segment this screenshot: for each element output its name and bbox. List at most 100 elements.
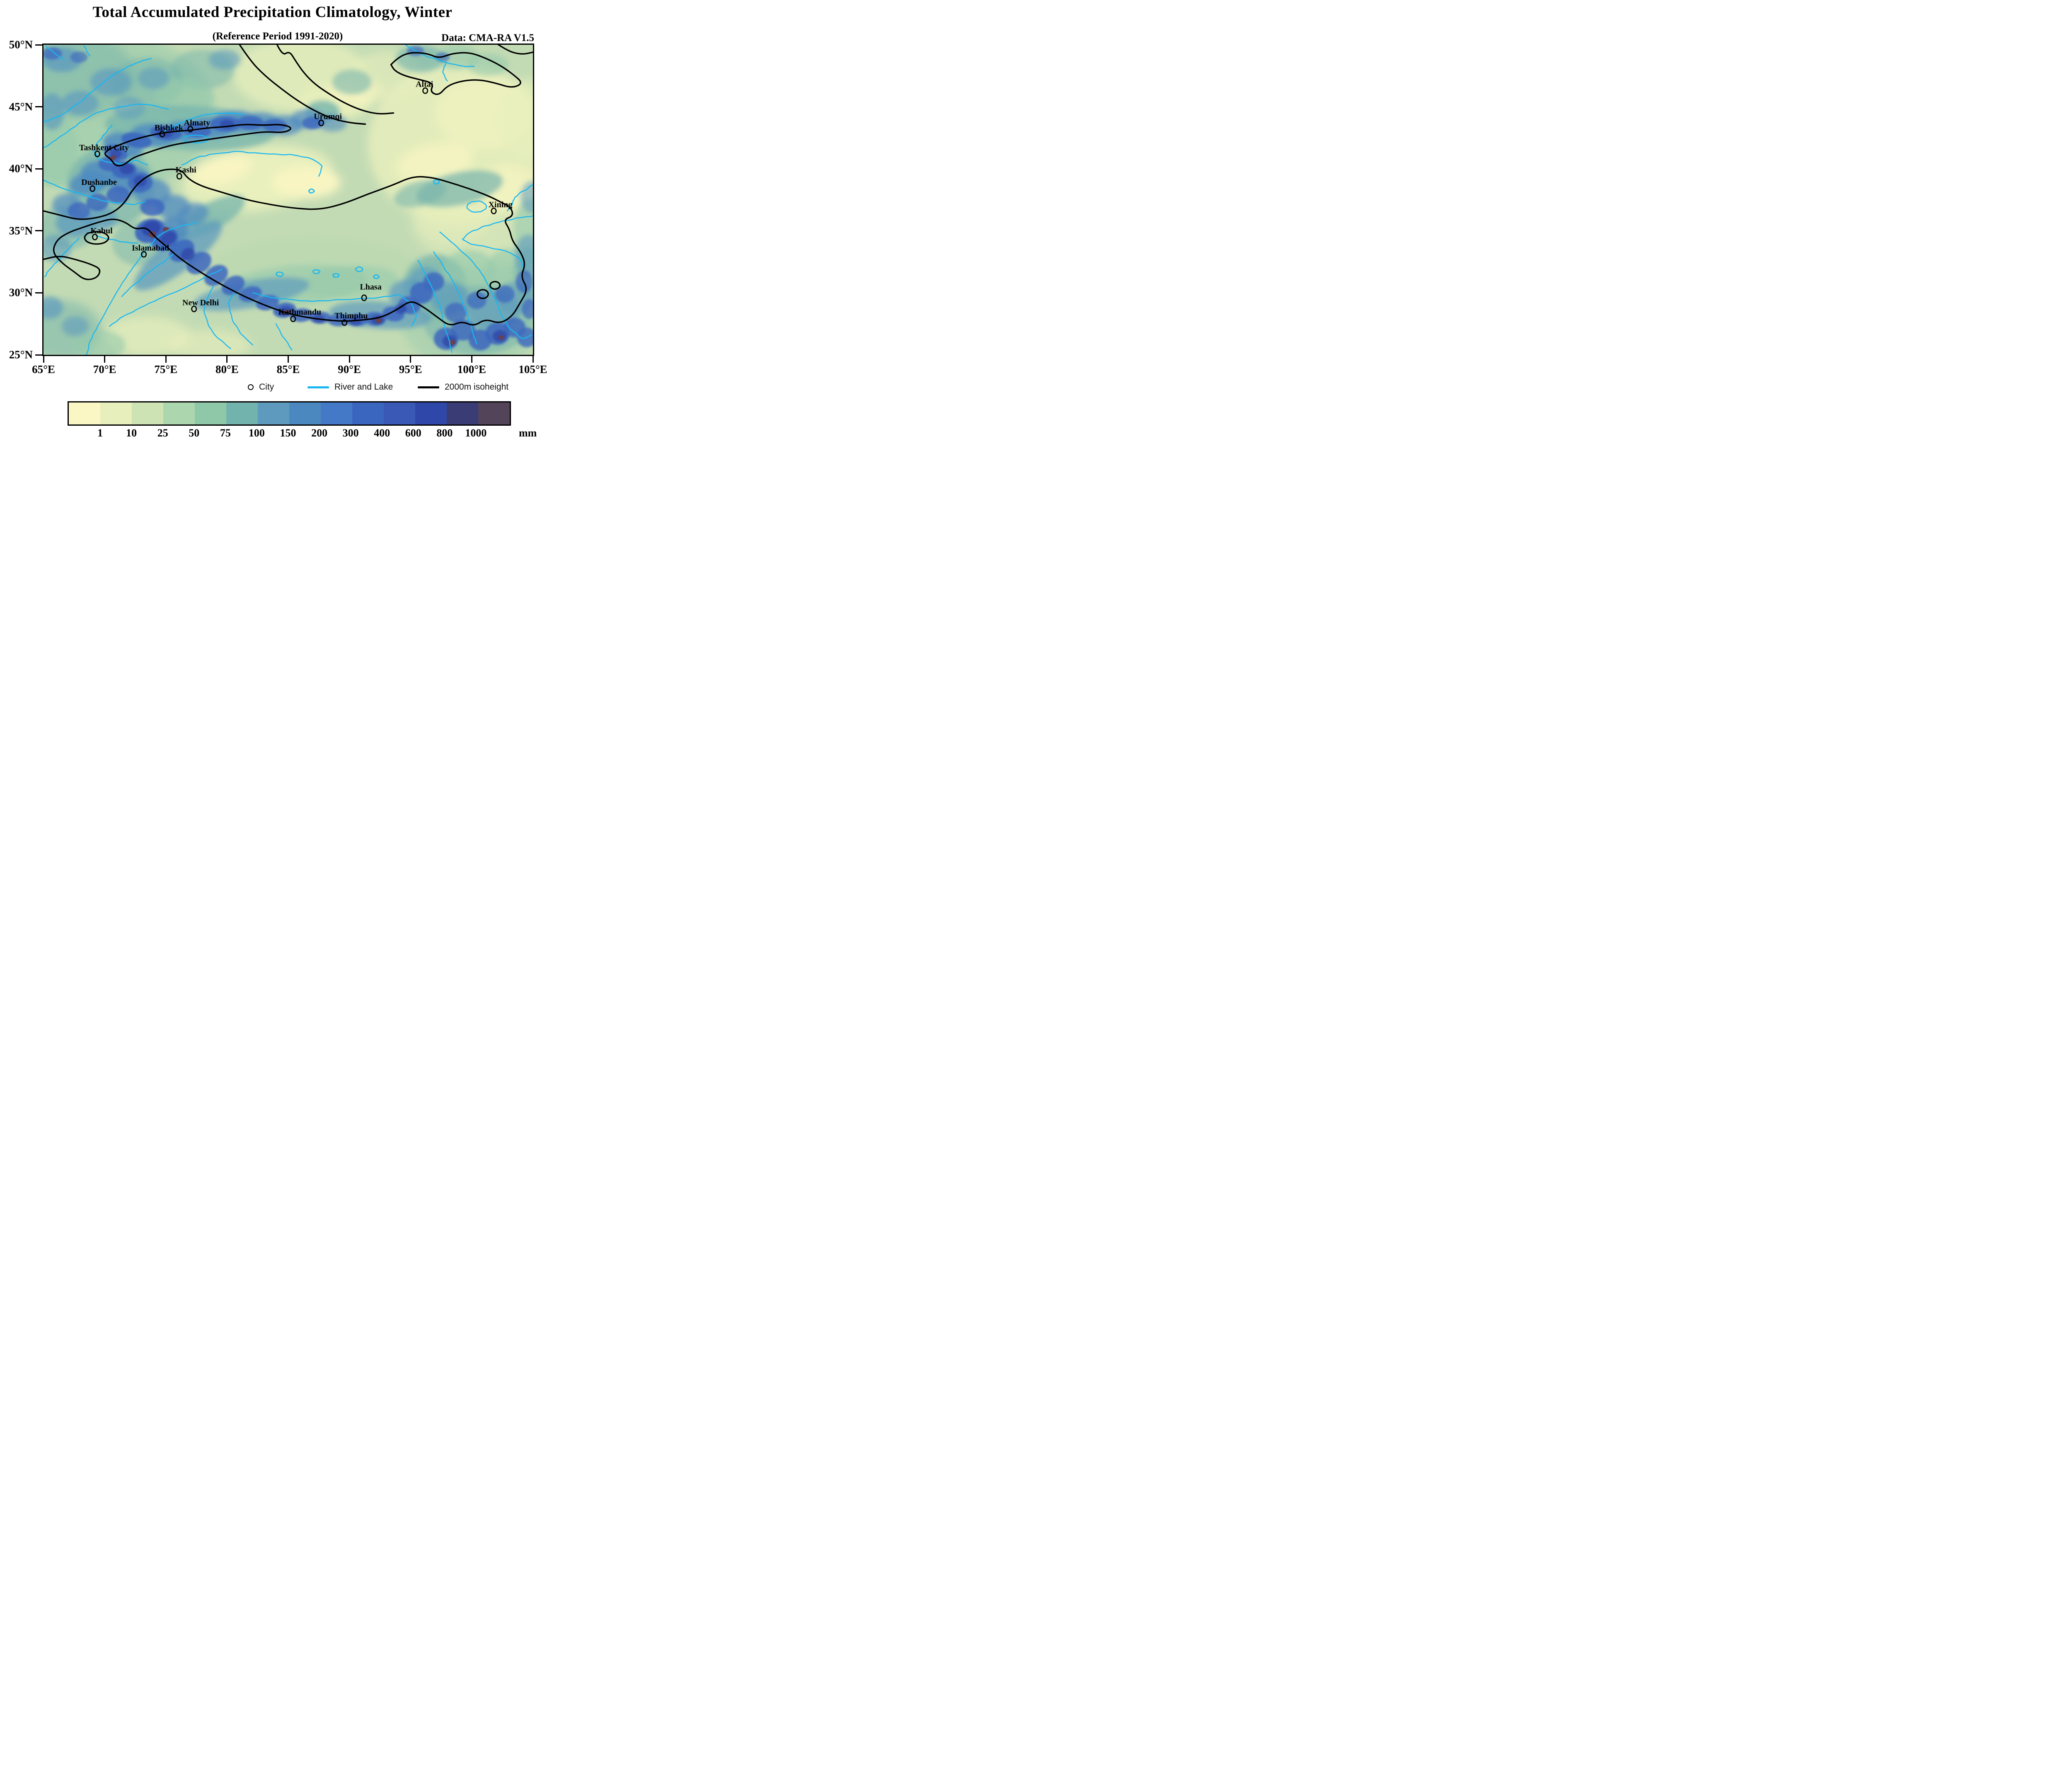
city-label-kathmandu: Kathmandu [278, 308, 321, 317]
y-axis-tick-50°N [35, 44, 42, 46]
city-label-new-delhi: New Delhi [182, 298, 219, 307]
x-axis-label-105°E: 105°E [518, 363, 547, 376]
x-axis-label-95°E: 95°E [399, 363, 422, 376]
city-label-altai: Altai [416, 80, 433, 89]
city-label-kabul: Kabul [90, 226, 113, 235]
colorbar-tick-10: 10 [126, 427, 137, 439]
city-marker-kathmandu [290, 315, 296, 322]
colorbar-segment-1 [100, 402, 132, 424]
city-marker-urumqi [318, 119, 324, 126]
y-axis-label-40°N: 40°N [9, 162, 33, 175]
city-label-urumqi: Urumqi [314, 112, 342, 121]
colorbar-tick-600: 600 [405, 427, 421, 439]
y-axis-tick-45°N [35, 106, 42, 108]
river-line-icon [307, 386, 329, 388]
city-label-xining: Xining [489, 200, 513, 209]
colorbar-segment-9 [352, 402, 384, 424]
city-marker-dushanbe [90, 185, 96, 192]
city-label-islamabad: Islamabad [132, 244, 169, 253]
y-axis-label-30°N: 30°N [9, 286, 33, 299]
x-axis-tick-70°E [104, 356, 106, 363]
figure-precipitation-map: Total Accumulated Precipitation Climatol… [0, 0, 547, 443]
colorbar-segment-0 [69, 402, 100, 424]
colorbar-segment-3 [163, 402, 195, 424]
city-label-dushanbe: Dushanbe [81, 178, 117, 187]
city-marker-bishkek [159, 131, 165, 138]
x-axis-label-75°E: 75°E [154, 363, 178, 376]
city-marker-kashi [176, 173, 182, 180]
legend-city-label: City [259, 382, 274, 392]
colorbar-tick-200: 200 [311, 427, 328, 439]
colorbar-tick-1: 1 [97, 427, 103, 439]
data-source-label: Data: CMA-RA V1.5 [441, 32, 534, 44]
city-marker-kabul [92, 233, 98, 240]
x-axis-label-100°E: 100°E [457, 363, 487, 376]
x-axis-tick-75°E [165, 356, 167, 363]
city-marker-altai [422, 87, 428, 94]
city-marker-icon [248, 384, 254, 390]
x-axis-tick-85°E [288, 356, 289, 363]
y-axis-tick-40°N [35, 168, 42, 170]
city-marker-new-delhi [191, 305, 197, 313]
x-axis-label-65°E: 65°E [32, 363, 55, 376]
city-marker-xining [491, 207, 497, 214]
map-plot-area: Altai Urumqi Almaty Bishkek Tashkent City Kas… [42, 44, 534, 356]
colorbar-segment-12 [447, 402, 478, 424]
colorbar-unit: mm [519, 427, 537, 439]
legend-item-isoheight: 2000m isoheight [418, 381, 508, 393]
city-marker-thimphu [341, 319, 348, 326]
colorbar-tick-25: 25 [157, 427, 168, 439]
y-axis-tick-30°N [35, 292, 42, 293]
colorbar-segment-6 [258, 402, 289, 424]
city-label-bishkek: Bishkek [155, 123, 184, 132]
city-label-lhasa: Lhasa [360, 282, 381, 291]
colorbar-tick-50: 50 [189, 427, 200, 439]
isoheight-layer [44, 45, 533, 326]
colorbar-segment-13 [478, 402, 510, 424]
x-axis-label-85°E: 85°E [276, 363, 300, 376]
colorbar-tick-150: 150 [280, 427, 296, 439]
colorbar-segment-10 [384, 402, 415, 424]
colorbar-tick-1000: 1000 [465, 427, 487, 439]
legend-river-label: River and Lake [334, 382, 393, 392]
x-axis-tick-90°E [349, 356, 350, 363]
rivers-layer [44, 45, 533, 355]
y-axis-tick-25°N [35, 354, 42, 356]
subtitle-reference-period: (Reference Period 1991-2020) [212, 31, 343, 42]
y-axis-label-45°N: 45°N [9, 100, 33, 113]
x-axis-label-90°E: 90°E [338, 363, 361, 376]
y-axis-label-50°N: 50°N [9, 38, 33, 51]
city-label-thimphu: Thimphu [334, 311, 368, 320]
colorbar-segment-7 [289, 402, 321, 424]
legend-isoheight-label: 2000m isoheight [445, 382, 509, 392]
x-axis-label-80°E: 80°E [215, 363, 239, 376]
colorbar-segment-8 [321, 402, 352, 424]
colorbar-tick-800: 800 [436, 427, 453, 439]
x-axis-tick-100°E [471, 356, 472, 363]
colorbar-tick-300: 300 [342, 427, 359, 439]
legend-item-river: River and Lake [307, 381, 393, 393]
colorbar-segment-2 [132, 402, 163, 424]
colorbar [68, 401, 511, 426]
isoheight-line-icon [418, 386, 439, 388]
city-label-kashi: Kashi [176, 165, 196, 175]
x-axis-label-70°E: 70°E [93, 363, 116, 376]
city-marker-islamabad [141, 251, 147, 258]
city-label-almaty: Almaty [184, 119, 210, 128]
city-marker-tashkent-city [94, 150, 100, 158]
colorbar-segment-11 [415, 402, 447, 424]
city-marker-lhasa [361, 294, 367, 301]
colorbar-tick-400: 400 [374, 427, 390, 439]
legend-item-city: City [248, 381, 274, 393]
colorbar-segment-5 [226, 402, 258, 424]
y-axis-label-35°N: 35°N [9, 224, 33, 237]
colorbar-tick-100: 100 [248, 427, 265, 439]
y-axis-tick-35°N [35, 230, 42, 232]
colorbar-tick-75: 75 [220, 427, 231, 439]
city-marker-almaty [187, 126, 194, 133]
city-label-tashkent-city: Tashkent City [79, 143, 129, 152]
x-axis-tick-105°E [532, 356, 534, 363]
page-title: Total Accumulated Precipitation Climatol… [92, 4, 453, 21]
